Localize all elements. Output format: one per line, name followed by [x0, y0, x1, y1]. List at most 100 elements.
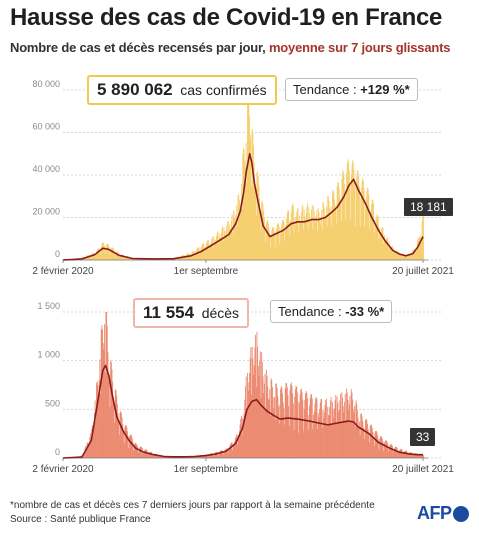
daily-bar	[106, 243, 108, 260]
daily-bar	[88, 255, 90, 260]
daily-bar	[112, 247, 114, 260]
daily-bar	[305, 222, 306, 260]
daily-bar	[280, 233, 281, 260]
daily-bar	[209, 454, 211, 458]
daily-bar	[369, 214, 371, 260]
daily-bar	[327, 406, 329, 458]
daily-bar	[313, 411, 315, 458]
daily-bar	[239, 207, 241, 260]
daily-bar	[170, 259, 172, 260]
daily-bar	[243, 413, 245, 458]
daily-bar	[122, 254, 124, 260]
daily-bar	[366, 191, 368, 260]
daily-bar	[345, 420, 347, 458]
daily-bar	[334, 408, 335, 458]
daily-bar	[363, 427, 364, 458]
daily-bar	[385, 440, 387, 458]
daily-bar	[100, 329, 102, 458]
daily-bar	[209, 245, 211, 260]
daily-bar	[91, 253, 93, 260]
daily-bar	[323, 418, 325, 458]
daily-bar	[421, 221, 423, 260]
daily-bar	[412, 453, 414, 458]
daily-bar	[112, 381, 114, 458]
daily-bars	[63, 312, 424, 458]
daily-bar	[284, 388, 286, 458]
daily-bar	[379, 438, 381, 458]
daily-bar	[265, 222, 267, 260]
daily-bar	[292, 205, 294, 260]
daily-bar	[418, 236, 420, 260]
daily-bar	[166, 456, 168, 458]
daily-bar	[401, 449, 403, 458]
daily-bar	[313, 414, 315, 458]
daily-bar	[125, 256, 127, 260]
daily-bar	[203, 251, 205, 260]
daily-bar	[119, 412, 121, 458]
daily-bar	[290, 382, 292, 458]
daily-bar	[416, 453, 418, 458]
daily-bar	[203, 456, 205, 458]
daily-bar	[290, 384, 292, 458]
daily-bar	[151, 455, 153, 458]
daily-bar	[315, 222, 317, 260]
daily-bar	[375, 430, 377, 458]
daily-bar	[399, 254, 401, 260]
daily-bar	[390, 246, 392, 260]
daily-bar	[212, 236, 214, 260]
daily-bar	[387, 451, 389, 458]
daily-bar	[391, 246, 393, 260]
daily-bar	[269, 415, 271, 458]
daily-bar	[98, 393, 99, 458]
daily-bar	[288, 426, 290, 458]
daily-bar	[94, 254, 96, 260]
daily-bar	[360, 187, 362, 260]
daily-bar	[255, 334, 257, 458]
daily-bar	[92, 253, 94, 260]
daily-bar	[133, 450, 135, 458]
daily-bar	[248, 102, 250, 260]
daily-bar	[417, 454, 419, 458]
daily-bar	[133, 444, 135, 458]
daily-bar	[238, 194, 240, 260]
daily-bar	[124, 427, 126, 458]
daily-bar	[377, 435, 379, 458]
daily-bar	[383, 243, 385, 260]
daily-bar	[99, 249, 101, 260]
daily-bar	[143, 450, 145, 458]
daily-bar	[294, 396, 296, 458]
daily-bar	[395, 446, 397, 458]
daily-bar	[158, 455, 160, 458]
daily-bar	[361, 416, 363, 458]
daily-bar	[107, 352, 109, 458]
daily-bar	[375, 218, 377, 260]
daily-bar	[331, 424, 333, 458]
daily-bar	[271, 227, 273, 260]
daily-bar	[249, 357, 251, 458]
daily-bar	[234, 441, 236, 458]
cases-trend-box: Tendance : +129 %*	[285, 78, 418, 101]
daily-bar	[207, 455, 209, 458]
daily-bar	[224, 449, 226, 458]
daily-bar	[215, 452, 217, 458]
daily-bar	[101, 325, 103, 458]
daily-bar	[319, 224, 321, 260]
daily-bar	[402, 451, 404, 458]
daily-bar	[350, 420, 352, 458]
daily-bar	[358, 186, 360, 260]
daily-bar	[398, 450, 399, 458]
daily-bar	[354, 183, 356, 260]
daily-bar	[200, 248, 202, 260]
daily-bar	[98, 248, 99, 260]
daily-bar	[292, 204, 294, 260]
daily-bar	[385, 241, 387, 260]
daily-bar	[246, 410, 248, 458]
daily-bar	[231, 214, 233, 260]
daily-bar	[145, 449, 147, 458]
daily-bar	[325, 206, 327, 260]
daily-bar	[154, 454, 155, 458]
daily-bar	[199, 250, 201, 260]
daily-bar	[384, 441, 386, 458]
daily-bar	[123, 254, 124, 260]
daily-bar	[418, 237, 420, 260]
